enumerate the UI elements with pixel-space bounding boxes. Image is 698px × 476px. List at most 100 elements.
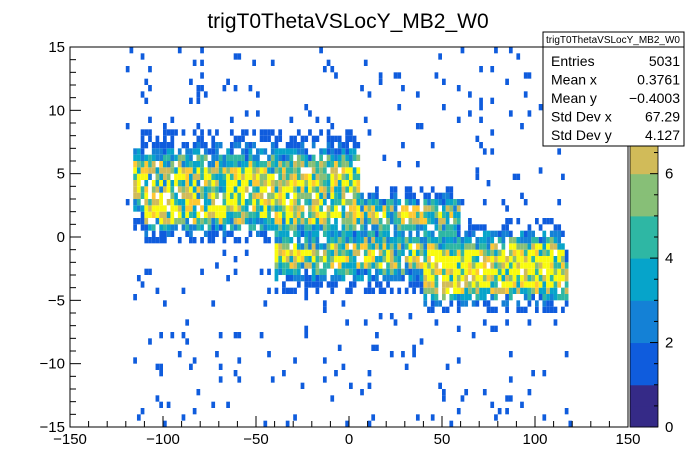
histogram-bin: [222, 249, 227, 256]
histogram-bin: [356, 205, 361, 212]
histogram-bin: [516, 256, 521, 263]
histogram-bin: [285, 205, 290, 212]
histogram-bin: [427, 256, 431, 263]
histogram-bin: [531, 262, 535, 269]
histogram-bin: [508, 230, 513, 237]
histogram-bin: [345, 180, 349, 187]
histogram-bin: [427, 199, 431, 206]
histogram-bin: [415, 91, 420, 98]
histogram-bin: [419, 268, 424, 275]
histogram-bin: [445, 211, 450, 218]
histogram-bin: [363, 268, 368, 275]
histogram-bin: [341, 142, 346, 149]
histogram-bin: [163, 224, 167, 231]
histogram-bin: [278, 161, 283, 168]
histogram-bin: [289, 268, 294, 275]
histogram-bin: [397, 243, 402, 250]
histogram-bin: [226, 401, 230, 408]
histogram-bin: [482, 243, 487, 250]
histogram-bin: [330, 224, 335, 231]
histogram-bin: [378, 78, 383, 85]
histogram-bin: [542, 300, 547, 307]
histogram-bin: [490, 129, 495, 136]
palette-segment: [630, 405, 658, 428]
histogram-bin: [259, 135, 264, 142]
histogram-bin: [486, 256, 491, 263]
histogram-bin: [237, 205, 242, 212]
histogram-bin: [174, 180, 178, 187]
histogram-bin: [564, 294, 569, 301]
histogram-bin: [497, 230, 502, 237]
histogram-bin: [185, 205, 190, 212]
histogram-bin: [270, 59, 275, 66]
histogram-bin: [296, 249, 301, 256]
histogram-bin: [237, 161, 242, 168]
histogram-bin: [337, 148, 342, 155]
histogram-bin: [423, 199, 428, 206]
histogram-bin: [508, 294, 513, 301]
histogram-bin: [404, 243, 409, 250]
histogram-bin: [482, 300, 487, 307]
histogram-bin: [527, 281, 532, 288]
histogram-bin: [367, 237, 372, 244]
histogram-bin: [151, 161, 156, 168]
histogram-bin: [360, 268, 364, 275]
histogram-bin: [523, 275, 528, 282]
histogram-bin: [256, 91, 260, 98]
histogram-bin: [267, 205, 271, 212]
histogram-bin: [330, 205, 335, 212]
histogram-bin: [538, 167, 543, 174]
histogram-bin: [229, 186, 234, 193]
histogram-bin: [423, 192, 428, 199]
histogram-bin: [494, 281, 498, 288]
histogram-bin: [460, 249, 465, 256]
histogram-bin: [341, 363, 346, 370]
histogram-bin: [211, 211, 216, 218]
histogram-bin: [345, 237, 349, 244]
histogram-bin: [319, 211, 323, 218]
histogram-bin: [393, 192, 398, 199]
histogram-bin: [322, 180, 327, 187]
histogram-bin: [278, 224, 283, 231]
histogram-bin: [389, 351, 394, 358]
x-tick-label: −150: [53, 431, 87, 448]
histogram-bin: [527, 287, 532, 294]
histogram-bin: [535, 275, 539, 282]
histogram-bin: [468, 110, 472, 117]
histogram-bin: [300, 180, 305, 187]
histogram-bin: [144, 224, 149, 231]
histogram-bin: [322, 211, 327, 218]
histogram-bin: [397, 237, 402, 244]
histogram-bin: [453, 268, 457, 275]
histogram-bin: [300, 173, 305, 180]
histogram-bin: [226, 205, 230, 212]
histogram-bin: [386, 275, 390, 282]
histogram-bin: [159, 211, 163, 218]
histogram-bin: [181, 218, 186, 225]
histogram-bin: [427, 237, 431, 244]
histogram-bin: [523, 199, 528, 206]
histogram-bin: [557, 262, 562, 269]
histogram-bin: [523, 306, 528, 313]
histogram-bin: [434, 249, 439, 256]
histogram-bin: [244, 211, 249, 218]
histogram-bin: [177, 180, 182, 187]
histogram-bin: [341, 224, 346, 231]
histogram-bin: [367, 205, 372, 212]
histogram-bin: [371, 218, 376, 225]
histogram-bin: [527, 275, 532, 282]
histogram-bin: [282, 173, 286, 180]
histogram-bin: [144, 97, 149, 104]
histogram-bin: [341, 148, 346, 155]
z-tick-label: 2: [665, 335, 673, 352]
histogram-bin: [226, 78, 230, 85]
histogram-bin: [200, 85, 204, 92]
histogram-bin: [442, 249, 446, 256]
histogram-bin: [159, 173, 163, 180]
histogram-bin: [189, 180, 193, 187]
histogram-bin: [140, 167, 145, 174]
histogram-bin: [538, 249, 543, 256]
histogram-bin: [211, 180, 216, 187]
histogram-bin: [453, 230, 457, 237]
histogram-bin: [263, 135, 268, 142]
